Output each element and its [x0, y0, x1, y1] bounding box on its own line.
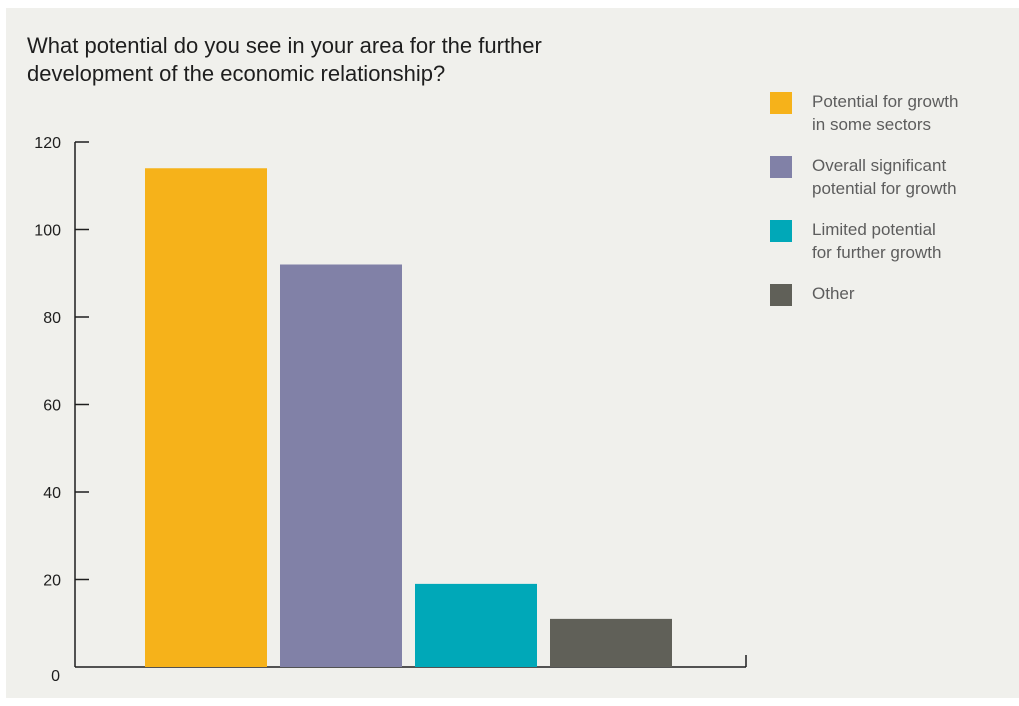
y-tick-label: 40: [43, 485, 61, 502]
legend-label-line: Limited potential: [812, 220, 936, 239]
legend-label: Potential for growth in some sectors: [812, 90, 1002, 136]
y-tick-label: 120: [34, 135, 61, 152]
bar: [280, 264, 402, 667]
legend-item: Overall significant potential for growth: [770, 154, 1010, 200]
chart-title: What potential do you see in your area f…: [27, 33, 542, 86]
legend-label: Limited potential for further growth: [812, 218, 1002, 264]
legend-label-line: Overall significant: [812, 156, 947, 175]
legend-label-line: potential for growth: [812, 179, 957, 198]
y-tick-label: 0: [51, 668, 60, 685]
legend-label: Other: [812, 282, 1002, 305]
y-axis-ticks: 0 20 40 60 80 100 120: [34, 135, 89, 685]
legend-item: Other: [770, 282, 1010, 306]
legend-item: Limited potential for further growth: [770, 218, 1010, 264]
y-tick-label: 100: [34, 223, 61, 240]
legend-swatch-other: [770, 284, 792, 306]
y-tick-label: 20: [43, 573, 61, 590]
bar: [550, 618, 672, 667]
legend-label: Overall significant potential for growth: [812, 154, 1002, 200]
legend-label-line: for further growth: [812, 243, 942, 262]
legend-label-line: in some sectors: [812, 115, 932, 134]
legend-label-line: Potential for growth: [812, 92, 959, 111]
y-tick-label: 60: [43, 398, 61, 415]
bar: [145, 168, 267, 667]
legend-swatch-some-sectors: [770, 92, 792, 114]
bars: [145, 168, 672, 667]
chart-legend: Potential for growth in some sectors Ove…: [770, 90, 1010, 324]
bar: [415, 583, 537, 667]
y-tick-label: 80: [43, 310, 61, 327]
legend-label-line: Other: [812, 284, 855, 303]
legend-item: Potential for growth in some sectors: [770, 90, 1010, 136]
legend-swatch-limited: [770, 220, 792, 242]
legend-swatch-overall-significant: [770, 156, 792, 178]
